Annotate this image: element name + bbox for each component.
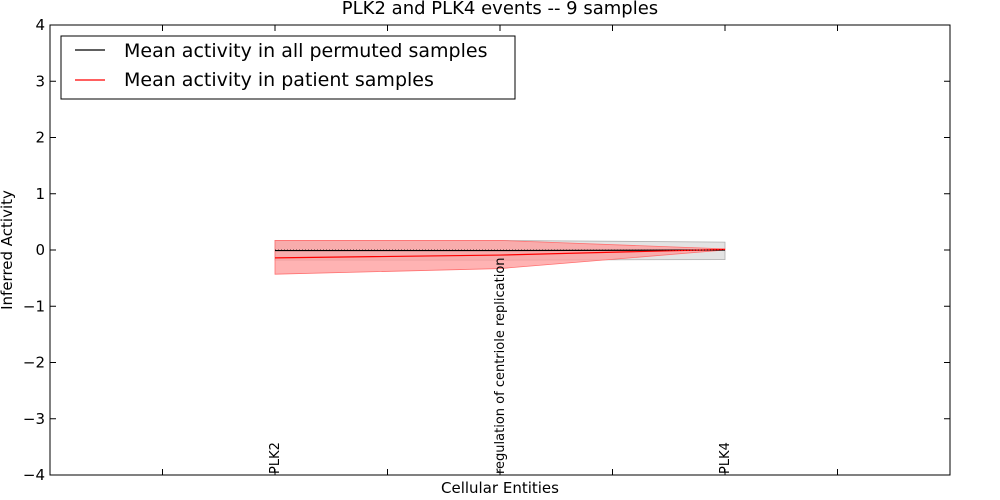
- y-tick-label: −2: [23, 354, 45, 372]
- category-label: PLK4: [718, 442, 733, 474]
- legend: Mean activity in all permuted samples Me…: [60, 35, 516, 100]
- legend-label-permuted: Mean activity in all permuted samples: [124, 40, 487, 62]
- y-tick-label: 4: [35, 16, 45, 34]
- category-label: regulation of centriole replication: [493, 257, 508, 474]
- y-tick-label: 1: [35, 185, 45, 203]
- category-label: PLK2: [268, 442, 283, 474]
- y-axis-label: Inferred Activity: [0, 190, 16, 310]
- y-tick-label: −4: [23, 466, 45, 484]
- y-tick-label: 0: [35, 241, 45, 259]
- y-tick-label: −3: [23, 410, 45, 428]
- y-tick-label: 2: [35, 129, 45, 147]
- y-tick-label: −1: [23, 297, 45, 315]
- y-tick-label: 3: [35, 72, 45, 90]
- legend-frame: [60, 35, 516, 100]
- series-line-1: [274, 248, 726, 259]
- plot-area-frame: [49, 24, 951, 476]
- legend-label-patient: Mean activity in patient samples: [124, 69, 434, 91]
- chart-title: PLK2 and PLK4 events -- 9 samples: [342, 0, 658, 19]
- x-axis-label: Cellular Entities: [441, 479, 559, 497]
